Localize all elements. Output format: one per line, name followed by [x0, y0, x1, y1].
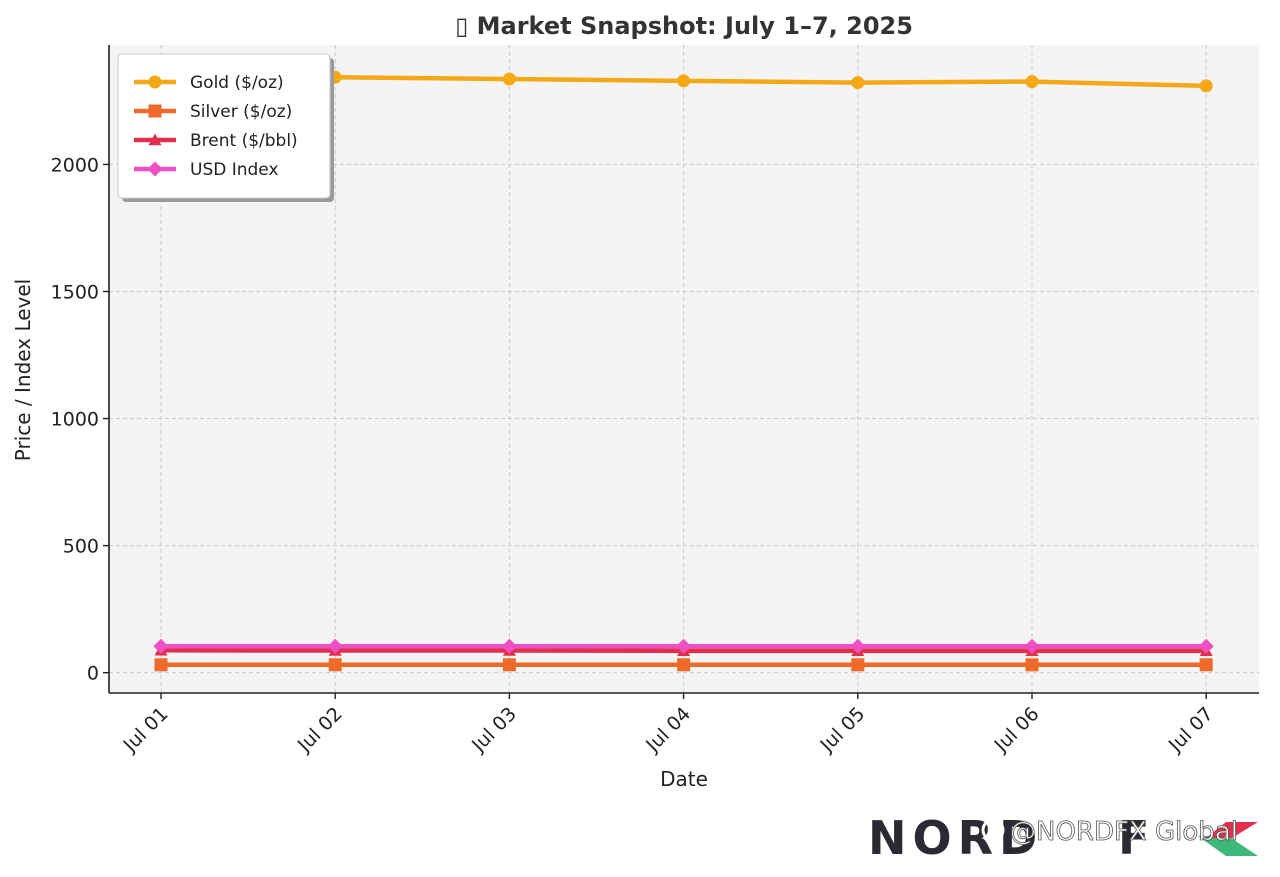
nordfx-watermark: NORD F @NORDFX Global: [868, 811, 1258, 865]
y-tick-label: 500: [63, 536, 99, 558]
y-tick-label: 1000: [51, 409, 99, 431]
data-point: [327, 638, 343, 654]
grid-lines: [109, 45, 1259, 693]
y-tick-label: 2000: [51, 154, 99, 176]
x-ticks: Jul 01 Jul 02 Jul 03 Jul 04 Jul 05 Jul 06 Jul …: [119, 693, 1218, 757]
legend-entry-label: Gold ($/oz): [190, 73, 284, 93]
data-point: [850, 638, 866, 654]
data-point: [502, 658, 516, 672]
y-ticks: 0 500 1000 1500 2000: [51, 154, 109, 685]
watermark-handle: @NORDFX Global: [1010, 817, 1238, 847]
legend-entry-label: Brent ($/bbl): [190, 131, 298, 151]
legend-entry-label: USD Index: [190, 160, 279, 180]
data-point: [153, 638, 169, 654]
data-point: [677, 658, 691, 672]
x-tick-label: Jul 02: [293, 703, 347, 757]
y-tick-label: 0: [87, 663, 99, 685]
x-tick-label: Jul 07: [1164, 703, 1218, 757]
y-axis-title: Price / Index Level: [11, 279, 35, 461]
data-point: [154, 658, 168, 672]
data-point: [501, 638, 517, 654]
series-diamond: [153, 638, 1214, 654]
nordfx-logo-fx: F: [1118, 811, 1149, 865]
data-point: [677, 74, 691, 88]
data-point: [1199, 658, 1213, 672]
x-tick-label: Jul 03: [467, 703, 521, 757]
data-point: [1025, 658, 1039, 672]
legend-swatch-marker: [148, 133, 162, 146]
data-point: [851, 76, 865, 90]
data-point: [502, 72, 516, 86]
data-point: [676, 638, 692, 654]
nordfx-logo: NORD: [868, 811, 1043, 865]
data-point: [851, 658, 865, 672]
x-tick-label: Jul 04: [641, 703, 695, 757]
x-tick-label: Jul 06: [990, 703, 1044, 757]
x-tick-label: Jul 05: [815, 703, 869, 757]
legend-entry-label: Silver ($/oz): [190, 102, 292, 122]
nordfx-x-logo-red-icon: [1206, 822, 1258, 838]
chart-title: ▯ Market Snapshot: July 1–7, 2025: [455, 12, 913, 40]
data-point: [1199, 79, 1213, 93]
threads-icon: [981, 818, 1005, 842]
data-point: [1198, 638, 1214, 654]
y-tick-label: 1500: [51, 281, 99, 303]
data-point: [328, 658, 342, 672]
legend-swatch-marker: [147, 161, 163, 177]
legend-box: [117, 53, 331, 199]
x-tick-label: Jul 01: [119, 703, 173, 757]
legend-swatch-marker: [148, 104, 162, 118]
legend: Gold ($/oz) Silver ($/oz) Brent ($/bbl) USD…: [117, 53, 334, 202]
legend-swatch-marker: [148, 75, 162, 89]
data-point: [1025, 75, 1039, 89]
series-square: [154, 658, 1213, 672]
x-axis-title: Date: [660, 767, 708, 791]
series-lines: [153, 70, 1214, 672]
nordfx-x-logo-icon: [1198, 836, 1258, 856]
data-point: [1024, 638, 1040, 654]
